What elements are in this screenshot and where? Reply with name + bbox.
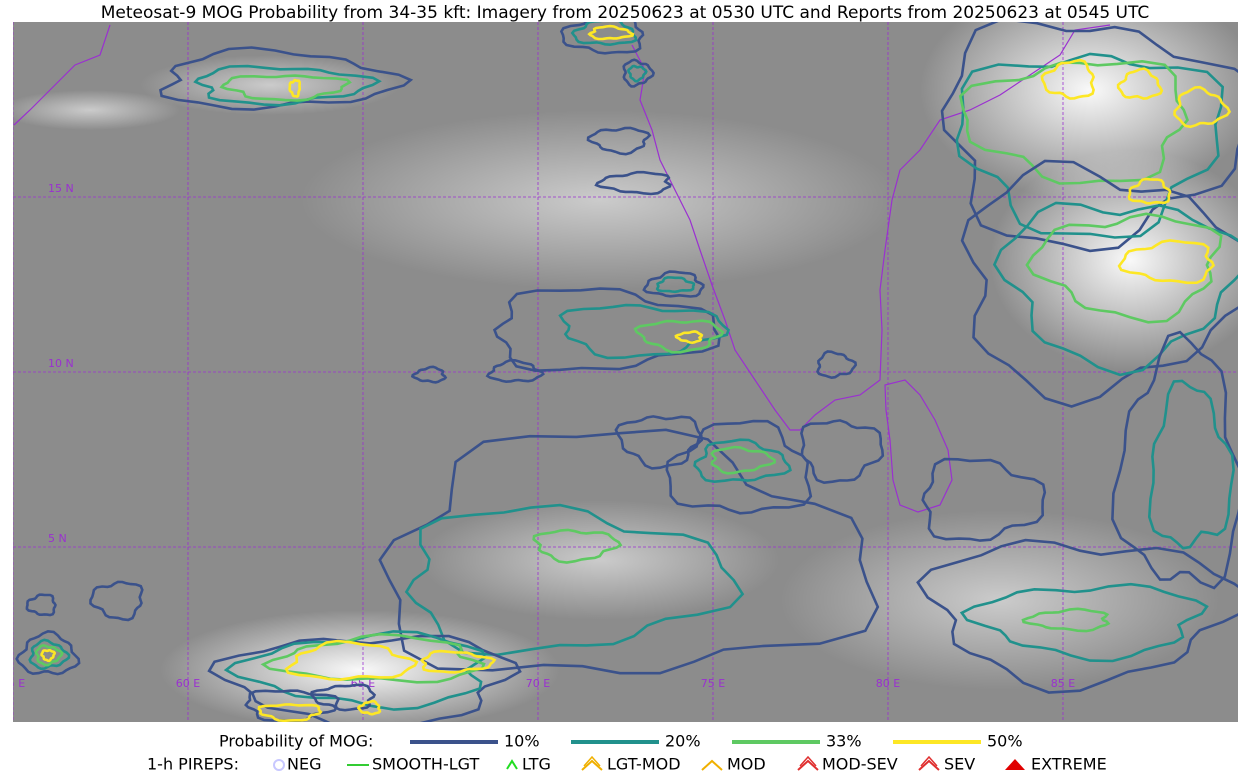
lon-label: 55 E — [1, 677, 25, 690]
contour-3 — [284, 639, 419, 682]
pirep-icon — [799, 755, 817, 767]
contour-1 — [959, 582, 1209, 663]
contour-3 — [419, 649, 497, 674]
contour-0 — [559, 22, 645, 55]
contour-1 — [570, 22, 638, 47]
contour-3 — [1117, 239, 1216, 285]
contour-2 — [1025, 212, 1223, 324]
pirep-icon — [701, 759, 723, 771]
contour-0 — [410, 365, 448, 384]
contour-0 — [594, 170, 672, 196]
contour-2 — [34, 643, 64, 667]
pirep-label: SEV — [944, 755, 975, 774]
contour-0 — [921, 457, 1047, 542]
lon-label: 85 E — [1051, 677, 1075, 690]
contour-1 — [223, 630, 487, 711]
contour-2 — [1021, 607, 1111, 633]
contour-0 — [960, 159, 1238, 408]
pirep-legend-title: 1-h PIREPS: — [147, 755, 239, 774]
contour-3 — [587, 24, 635, 41]
contour-2 — [633, 319, 725, 354]
legend-label: 20% — [665, 732, 701, 751]
contour-1 — [627, 64, 648, 83]
contour-3 — [1116, 67, 1164, 100]
contour-1 — [1147, 379, 1235, 550]
pirep-icon — [920, 755, 938, 767]
pirep-icon — [506, 759, 518, 770]
contour-0 — [207, 634, 522, 722]
contour-2 — [710, 445, 776, 475]
pirep-icon — [583, 755, 601, 767]
contour-1 — [655, 276, 696, 294]
pirep-icon — [1005, 759, 1025, 770]
contour-1 — [404, 503, 745, 657]
pirep-label: NEG — [287, 755, 321, 774]
contour-0 — [800, 419, 885, 485]
lat-label: 10 N — [48, 357, 74, 370]
contour-1 — [693, 438, 792, 484]
lon-label: 75 E — [701, 677, 725, 690]
lon-label: 60 E — [176, 677, 200, 690]
legend: Probability of MOG: 10% 20% 33% 50% 1-h PIREP… — [147, 732, 1107, 774]
contour-3 — [288, 78, 302, 98]
pirep-icon — [797, 759, 819, 771]
contour-0 — [940, 22, 1238, 253]
mog-contours — [15, 22, 1238, 722]
legend-label: 33% — [826, 732, 862, 751]
contour-0 — [89, 580, 144, 622]
pirep-label: LGT-MOD — [607, 755, 681, 774]
lat-label: 15 N — [48, 182, 74, 195]
contour-0 — [485, 359, 545, 384]
map: 15 N10 N5 N55 E 60 E 65 E 70 E 75 E 80 E 85 E — [1, 22, 1238, 722]
pirep-label: MOD-SEV — [822, 755, 898, 774]
title: Meteosat-9 MOG Probability from 34-35 kf… — [101, 3, 1150, 23]
contour-0 — [15, 629, 81, 676]
contour-0 — [1111, 330, 1238, 590]
contour-3 — [1040, 58, 1096, 100]
legend-label: 50% — [987, 732, 1023, 751]
legend-label: 10% — [504, 732, 540, 751]
pirep-label: MOD — [727, 755, 766, 774]
contour-1 — [955, 52, 1225, 239]
contour-0 — [25, 593, 57, 617]
contour-3 — [674, 330, 704, 345]
contour-0 — [159, 46, 414, 111]
contour-0 — [586, 126, 652, 156]
contour-0 — [816, 350, 858, 380]
contour-2 — [532, 528, 623, 564]
contour-3 — [356, 699, 382, 716]
contour-0 — [622, 58, 656, 88]
contour-1 — [992, 201, 1238, 377]
contour-1 — [28, 638, 71, 671]
pirep-label: LTG — [522, 755, 551, 774]
pirep-icon — [918, 759, 940, 771]
contour-0 — [309, 683, 377, 712]
contour-3 — [40, 649, 57, 663]
pirep-label: SMOOTH-LGT — [372, 755, 479, 774]
pirep-label: EXTREME — [1031, 755, 1107, 774]
contour-3 — [1127, 177, 1172, 205]
lon-label: 70 E — [526, 677, 550, 690]
contour-0 — [665, 419, 813, 515]
mog-legend-title: Probability of MOG: — [219, 732, 373, 751]
pirep-icon — [273, 759, 285, 771]
lon-label: 80 E — [876, 677, 900, 690]
contour-3 — [1173, 85, 1232, 129]
lat-label: 5 N — [48, 532, 67, 545]
contour-0 — [614, 415, 704, 470]
contour-2 — [219, 74, 352, 102]
graticule: 15 N10 N5 N55 E 60 E 65 E 70 E 75 E 80 E 85 E — [1, 22, 1238, 722]
contour-0 — [378, 428, 880, 675]
contour-3 — [257, 703, 323, 722]
contour-0 — [492, 287, 721, 373]
contour-0 — [642, 270, 705, 298]
contour-0 — [916, 538, 1238, 694]
pirep-icon — [581, 759, 603, 771]
contour-2 — [260, 632, 486, 684]
